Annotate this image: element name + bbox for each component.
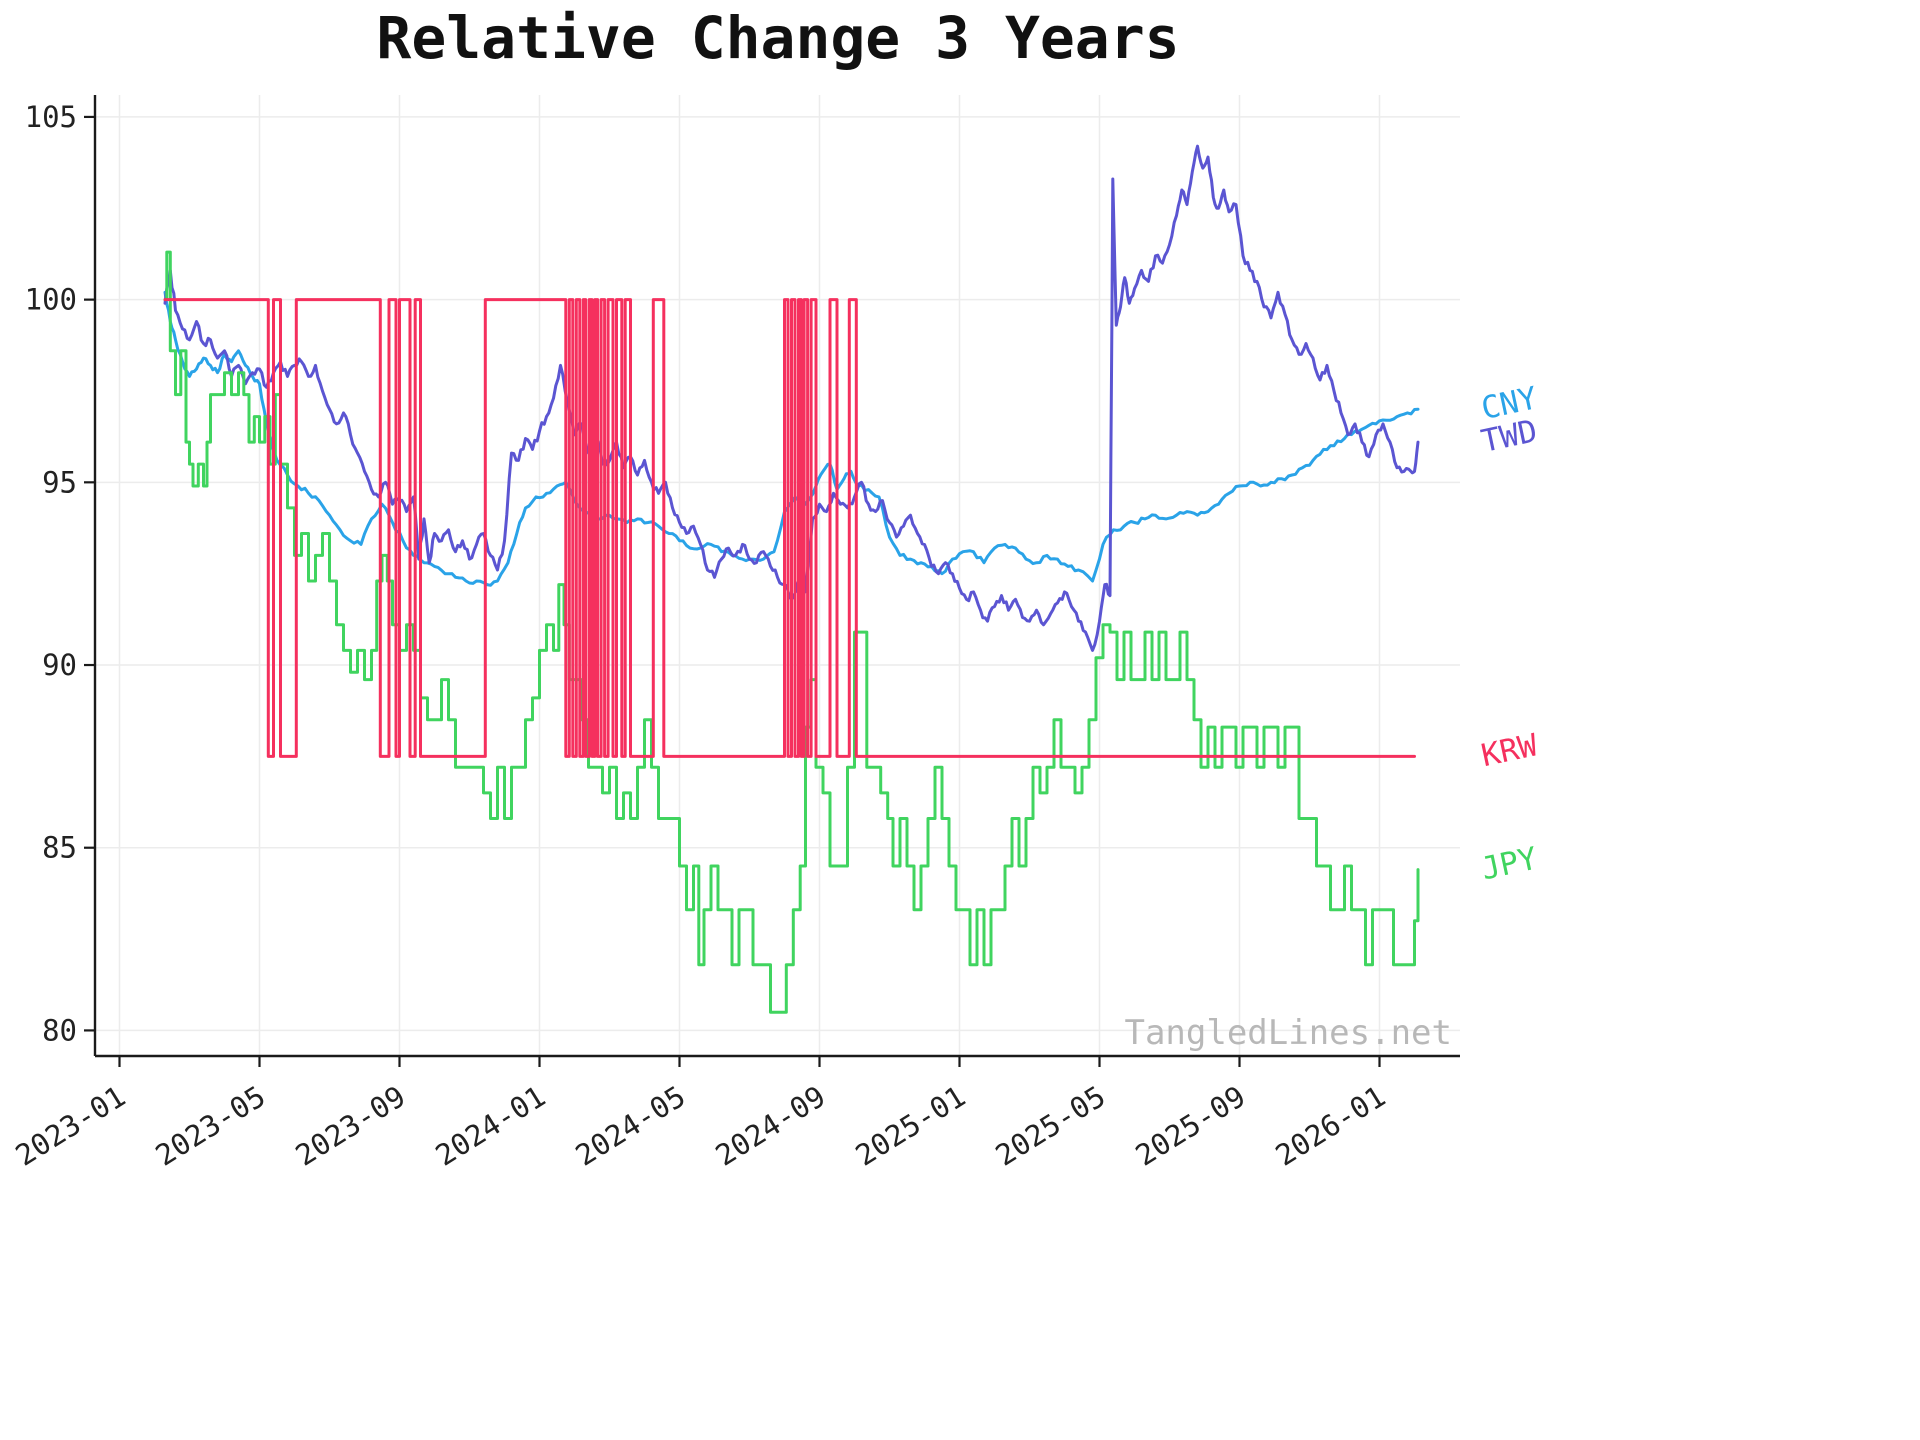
y-tick-label: 90 [42, 648, 77, 682]
y-tick-label: 100 [25, 283, 77, 317]
x-tick-label: 2023-09 [290, 1079, 412, 1173]
x-tick-label: 2024-09 [710, 1079, 832, 1173]
x-tick-label: 2026-01 [1270, 1079, 1392, 1173]
y-tick-label: 95 [42, 465, 77, 499]
x-tick-label: 2024-01 [430, 1079, 552, 1173]
x-tick-label: 2025-05 [990, 1079, 1112, 1173]
x-tick-label: 2023-05 [150, 1079, 272, 1173]
series-line-krw [163, 298, 1416, 758]
x-tick-label: 2023-01 [10, 1079, 132, 1173]
watermark-text: TangledLines.net [1124, 1013, 1452, 1053]
series-line-cny [163, 290, 1420, 587]
grid-layer [95, 95, 1460, 1056]
x-tick-label: 2025-09 [1130, 1079, 1252, 1173]
series-label-krw: KRW [1478, 727, 1541, 774]
series-lines-layer [163, 144, 1420, 1014]
x-tick-label: 2025-01 [850, 1079, 972, 1173]
y-tick-label: 85 [42, 831, 77, 865]
y-tick-label: 105 [25, 100, 77, 134]
chart-title: Relative Change 3 Years [376, 4, 1179, 72]
series-label-jpy: JPY [1478, 841, 1541, 888]
x-tick-label: 2024-05 [570, 1079, 692, 1173]
y-tick-label: 80 [42, 1013, 77, 1047]
series-line-jpy [163, 250, 1420, 1014]
